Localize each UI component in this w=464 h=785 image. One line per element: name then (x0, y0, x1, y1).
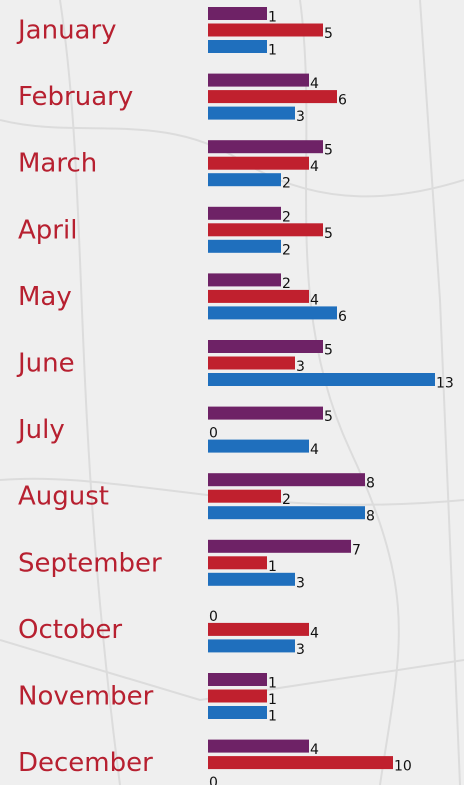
value-label: 0 (209, 426, 218, 442)
value-label: 3 (296, 109, 305, 125)
value-label: 2 (282, 176, 291, 192)
bar (208, 73, 309, 87)
value-label: 5 (324, 226, 333, 242)
value-label: 7 (352, 542, 361, 558)
value-label: 1 (268, 709, 277, 725)
bar (208, 7, 267, 20)
value-label: 2 (282, 242, 291, 258)
bar (208, 639, 295, 653)
bar (208, 173, 281, 187)
month-label: December (18, 748, 153, 778)
month-label: March (18, 149, 97, 179)
month-label: June (16, 349, 75, 379)
value-label: 0 (209, 775, 218, 785)
bar (208, 90, 337, 104)
bar (208, 756, 393, 770)
bar (208, 473, 365, 487)
bar (208, 439, 309, 453)
value-label: 1 (268, 692, 277, 708)
value-label: 5 (324, 143, 333, 159)
month-label: May (18, 282, 72, 312)
value-label: 4 (310, 76, 319, 92)
bar (208, 340, 323, 353)
value-label: 8 (366, 476, 375, 492)
value-label: 5 (324, 26, 333, 42)
value-label: 1 (268, 559, 277, 575)
value-label: 6 (338, 309, 347, 325)
value-label: 5 (324, 343, 333, 359)
value-label: 4 (310, 742, 319, 758)
value-label: 6 (338, 93, 347, 109)
bar (208, 489, 281, 503)
value-label: 3 (296, 575, 305, 591)
bar (208, 206, 281, 220)
bar (208, 273, 281, 287)
bar (208, 572, 295, 586)
bar (208, 622, 309, 636)
bar (208, 539, 351, 553)
value-label: 0 (209, 609, 218, 625)
month-label: November (18, 682, 154, 712)
bar (208, 373, 435, 386)
value-label: 3 (296, 642, 305, 658)
value-label: 4 (310, 442, 319, 458)
bar (208, 306, 337, 320)
bar (208, 223, 323, 237)
value-label: 2 (282, 276, 291, 292)
month-label: February (18, 82, 133, 112)
month-label: January (16, 16, 117, 46)
bar (208, 289, 309, 303)
value-label: 13 (436, 376, 454, 392)
value-label: 4 (310, 159, 319, 175)
month-label: July (16, 415, 65, 445)
month-label: April (18, 215, 77, 245)
value-label: 1 (268, 676, 277, 692)
bar (208, 739, 309, 753)
bar (208, 239, 281, 253)
value-label: 4 (310, 625, 319, 641)
month-label: August (18, 482, 109, 512)
value-label: 5 (324, 409, 333, 425)
bar (208, 356, 295, 370)
value-label: 3 (296, 359, 305, 375)
bar (208, 706, 267, 719)
bar (208, 556, 267, 570)
bar (208, 23, 323, 37)
month-label: October (18, 615, 122, 645)
bar (208, 140, 323, 154)
value-label: 1 (268, 43, 277, 59)
bar (208, 506, 365, 520)
value-label: 2 (282, 209, 291, 225)
bar (208, 689, 267, 703)
value-label: 2 (282, 492, 291, 508)
month-label: September (18, 548, 162, 578)
bar (208, 406, 323, 420)
bar (208, 106, 295, 120)
bar (208, 40, 267, 53)
value-label: 1 (268, 10, 277, 26)
value-label: 4 (310, 292, 319, 308)
value-label: 10 (394, 759, 412, 775)
bar (208, 673, 267, 686)
value-label: 8 (366, 509, 375, 525)
bar (208, 156, 309, 170)
